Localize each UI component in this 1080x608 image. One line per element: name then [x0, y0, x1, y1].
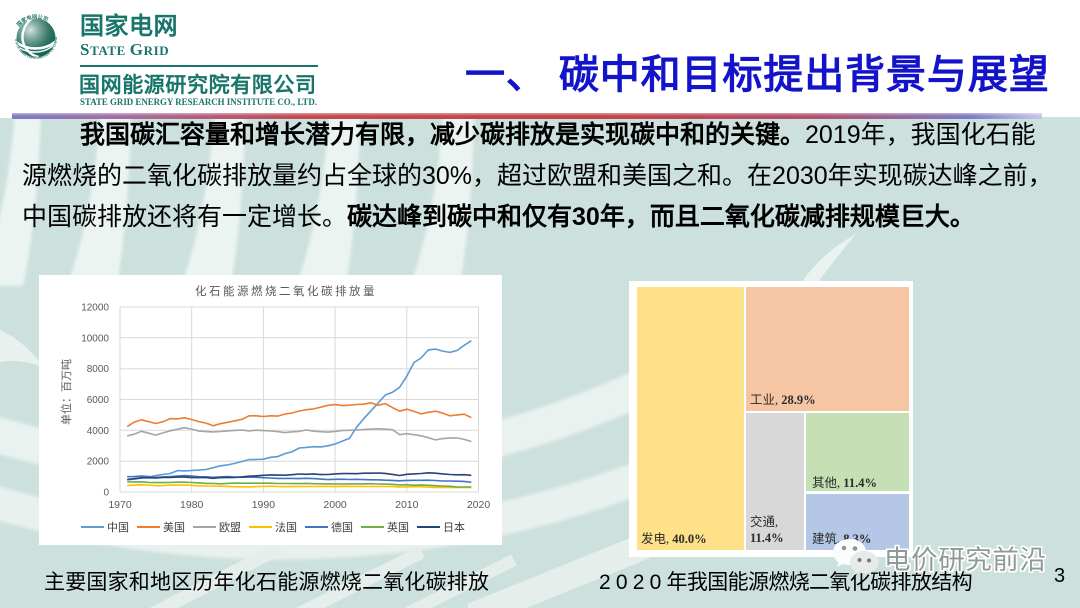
svg-text:中国: 中国 — [107, 521, 129, 534]
svg-text:1970: 1970 — [108, 499, 132, 511]
svg-text:2020: 2020 — [467, 499, 491, 511]
svg-text:德国: 德国 — [331, 520, 353, 534]
svg-text:8000: 8000 — [87, 364, 110, 375]
svg-text:12000: 12000 — [81, 303, 109, 314]
svg-text:化石能源燃烧二氧化碳排放量: 化石能源燃烧二氧化碳排放量 — [195, 284, 377, 298]
svg-text:10000: 10000 — [81, 333, 109, 344]
svg-text:2000: 2000 — [323, 499, 347, 511]
svg-text:法国: 法国 — [275, 520, 297, 534]
svg-text:欧盟: 欧盟 — [219, 521, 241, 534]
svg-text:1980: 1980 — [180, 499, 204, 511]
svg-text:美国: 美国 — [163, 521, 185, 534]
svg-text:2000: 2000 — [87, 457, 110, 468]
svg-text:0: 0 — [103, 488, 109, 499]
svg-text:单位：百万吨: 单位：百万吨 — [59, 359, 73, 425]
svg-text:2010: 2010 — [395, 499, 419, 511]
svg-text:日本: 日本 — [443, 520, 465, 534]
svg-text:英国: 英国 — [387, 520, 409, 534]
svg-text:4000: 4000 — [87, 426, 110, 437]
svg-text:6000: 6000 — [87, 395, 110, 406]
svg-text:1990: 1990 — [252, 499, 276, 511]
